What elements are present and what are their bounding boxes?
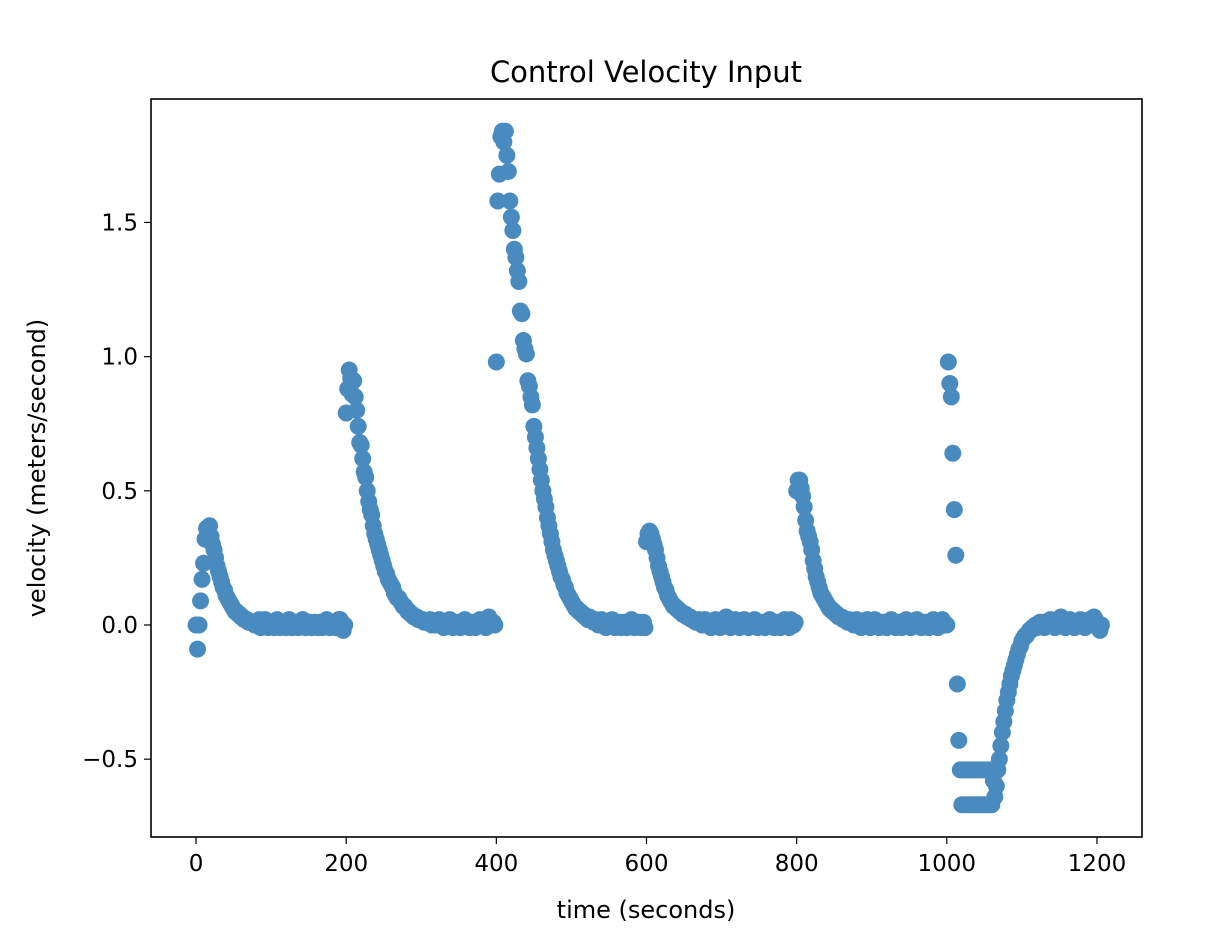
x-axis-ticks: 0 200 400 600 800 1000 1200 — [189, 837, 1127, 877]
data-point — [990, 750, 1008, 768]
x-tick-label: 800 — [775, 851, 819, 877]
data-point — [349, 417, 367, 435]
data-point — [190, 616, 208, 634]
data-point — [786, 613, 804, 631]
data-point — [510, 272, 528, 290]
x-tick-label: 600 — [625, 851, 669, 877]
y-tick-label: 0.5 — [101, 479, 138, 505]
y-axis-label: velocity (meters/second) — [23, 319, 51, 618]
chart-title: Control Velocity Input — [490, 55, 802, 89]
data-point — [504, 221, 522, 239]
data-point — [948, 675, 966, 693]
data-point — [489, 192, 507, 210]
x-tick-label: 1200 — [1068, 851, 1127, 877]
data-point — [523, 396, 541, 414]
data-point — [499, 162, 517, 180]
x-axis-label: time (seconds) — [557, 896, 736, 924]
x-tick-label: 200 — [324, 851, 368, 877]
data-point — [498, 146, 516, 164]
x-tick-label: 0 — [189, 851, 204, 877]
data-point — [352, 436, 370, 454]
data-point — [357, 468, 375, 486]
y-axis-ticks: −0.5 0.0 0.5 1.0 1.5 — [82, 210, 151, 773]
data-point — [487, 353, 505, 371]
y-tick-label: 0.0 — [101, 613, 138, 639]
data-point — [354, 450, 372, 468]
data-point — [502, 208, 520, 226]
data-point — [992, 737, 1010, 755]
data-point — [193, 570, 211, 588]
x-tick-label: 1000 — [918, 851, 977, 877]
data-point — [1092, 616, 1110, 634]
data-point — [348, 401, 366, 419]
y-tick-label: 1.5 — [101, 210, 138, 236]
data-point — [507, 248, 525, 266]
data-point — [987, 777, 1005, 795]
y-tick-label: 1.0 — [101, 345, 138, 371]
data-point — [950, 731, 968, 749]
data-point — [189, 640, 207, 658]
data-point — [192, 592, 210, 610]
data-point — [346, 388, 364, 406]
data-point — [513, 305, 531, 323]
data-points — [187, 122, 1110, 814]
data-point — [496, 122, 514, 140]
data-point — [636, 619, 654, 637]
data-point — [336, 616, 354, 634]
data-point — [795, 498, 813, 516]
data-point — [938, 616, 956, 634]
data-point — [941, 374, 959, 392]
data-point — [517, 345, 535, 363]
data-point — [947, 546, 965, 564]
data-point — [939, 353, 957, 371]
x-tick-label: 400 — [474, 851, 518, 877]
data-point — [501, 192, 519, 210]
data-point — [345, 372, 363, 390]
data-point — [945, 501, 963, 519]
data-point — [486, 616, 504, 634]
data-point — [944, 444, 962, 462]
y-tick-label: −0.5 — [82, 747, 138, 773]
data-point — [942, 388, 960, 406]
